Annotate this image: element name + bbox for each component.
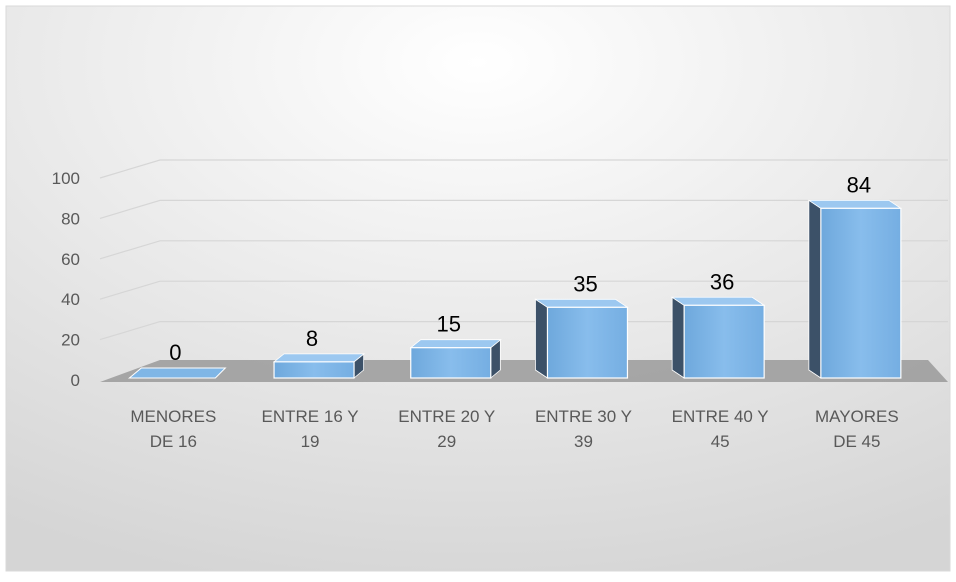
- data-label: 36: [710, 269, 734, 294]
- x-category-label: DE 45: [833, 432, 880, 451]
- x-category-label: ENTRE 40 Y: [672, 407, 769, 426]
- chart-background: [5, 5, 951, 572]
- data-label: 0: [169, 340, 181, 365]
- bar-side: [808, 199, 822, 379]
- bar: [410, 347, 492, 379]
- data-label: 84: [847, 172, 871, 197]
- bar: [820, 207, 902, 379]
- data-label: 8: [306, 326, 318, 351]
- bar-top: [409, 339, 502, 349]
- gridline-80: [99, 199, 948, 219]
- bar-top: [670, 296, 766, 306]
- x-category-label: 19: [301, 432, 320, 451]
- x-category-label: 29: [437, 432, 456, 451]
- x-category-label: 39: [574, 432, 593, 451]
- gridline-40: [99, 280, 948, 300]
- x-category-label: ENTRE 16 Y: [262, 407, 359, 426]
- bar-top: [534, 298, 629, 308]
- x-category-label: DE 16: [150, 432, 197, 451]
- y-tick-label: 20: [61, 331, 80, 350]
- x-category-label: MENORES: [130, 407, 216, 426]
- gridline-60: [99, 240, 948, 260]
- y-tick-label: 100: [52, 169, 80, 188]
- y-tick-label: 40: [61, 290, 80, 309]
- bar: [273, 361, 355, 379]
- y-tick-label: 60: [61, 250, 80, 269]
- x-category-label: 45: [711, 432, 730, 451]
- bar-top: [272, 353, 366, 363]
- data-label: 15: [437, 312, 461, 337]
- bar-side: [535, 298, 548, 379]
- x-category-label: ENTRE 30 Y: [535, 407, 632, 426]
- x-category-label: MAYORES: [815, 407, 899, 426]
- bar: [546, 306, 629, 379]
- bar: [683, 304, 765, 379]
- y-tick-label: 0: [71, 371, 80, 390]
- bar: [127, 367, 227, 379]
- gridline-100: [99, 159, 948, 179]
- data-label: 35: [573, 271, 597, 296]
- bar-top: [807, 199, 903, 209]
- x-category-label: ENTRE 20 Y: [398, 407, 495, 426]
- bar-side: [671, 296, 685, 379]
- y-tick-label: 80: [61, 209, 80, 228]
